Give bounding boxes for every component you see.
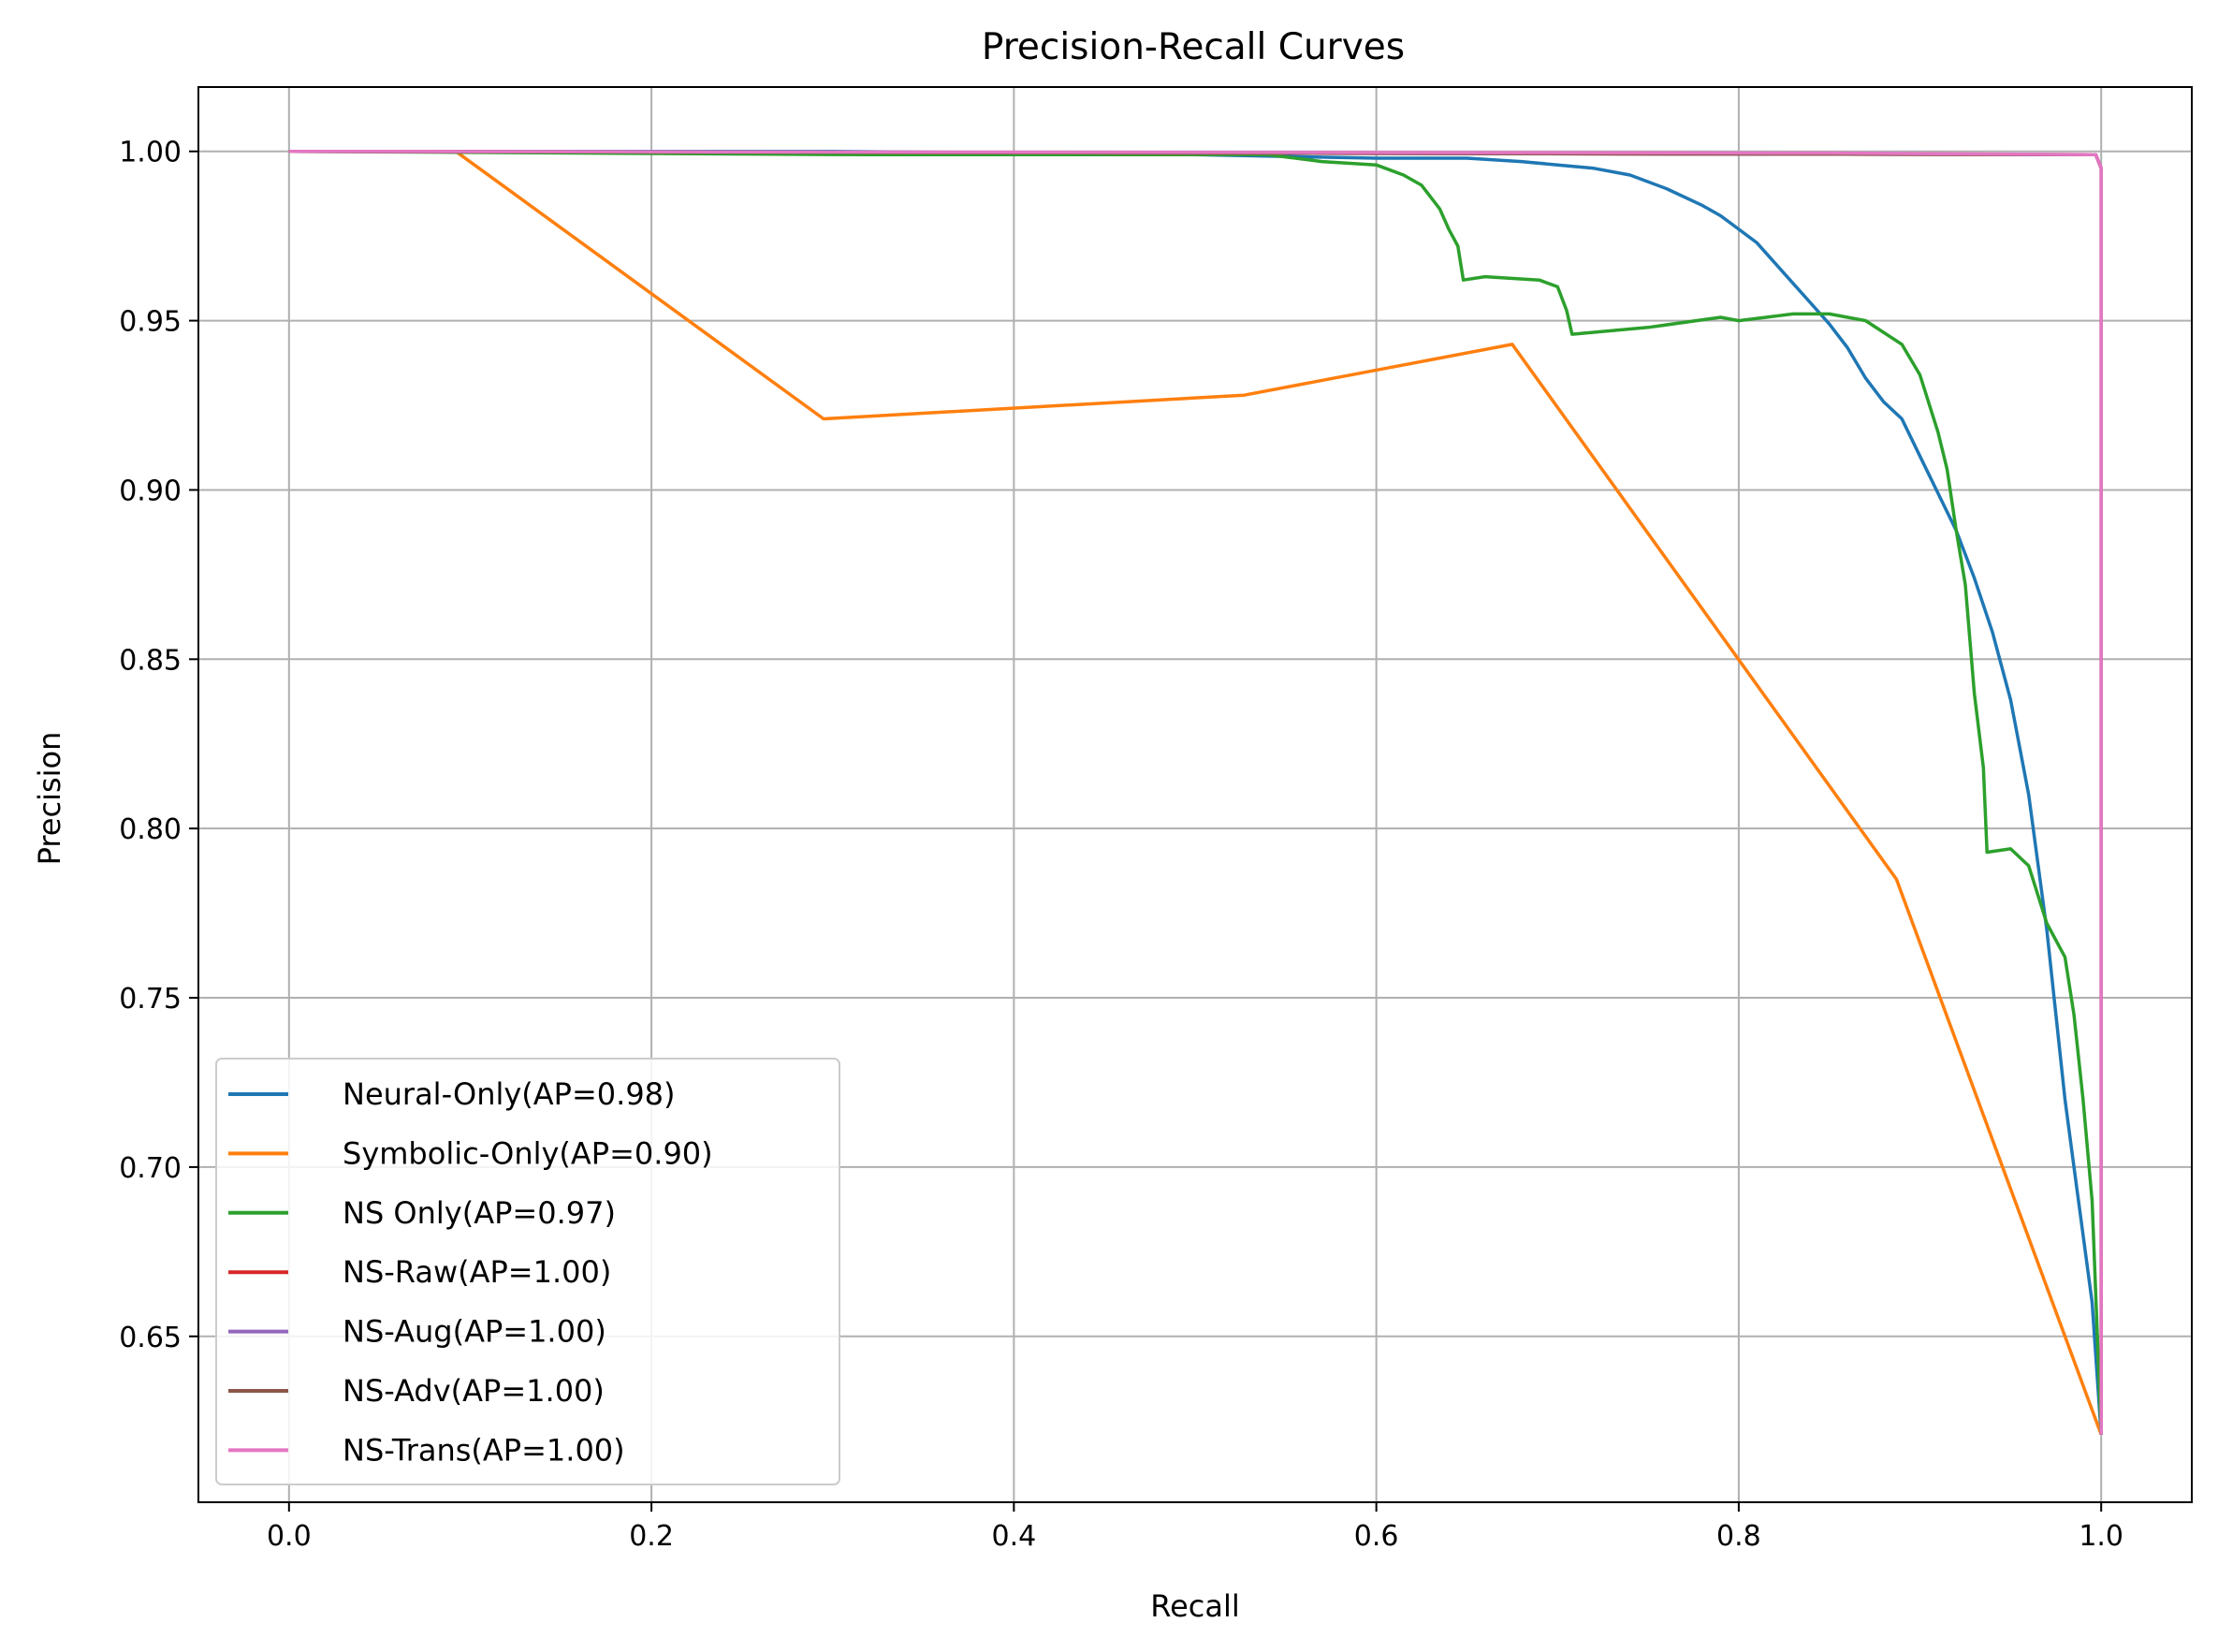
y-tick-label: 0.75 [119, 983, 182, 1016]
legend-box [215, 1058, 840, 1485]
legend-entry: Neural-Only(AP=0.98) [343, 1076, 676, 1112]
y-axis-label: Precision [32, 732, 67, 866]
y-tick-label: 0.85 [119, 644, 182, 677]
x-tick-label: 0.4 [992, 1520, 1037, 1553]
legend-entry: NS-Raw(AP=1.00) [343, 1254, 611, 1290]
y-tick-label: 0.80 [119, 813, 182, 846]
x-tick-label: 0.2 [629, 1520, 674, 1553]
legend-entry: NS-Aug(AP=1.00) [343, 1314, 606, 1350]
x-tick-label: 0.6 [1354, 1520, 1399, 1553]
chart-title: Precision-Recall Curves [982, 26, 1405, 68]
plot-frame [197, 86, 2193, 1503]
series-lines [288, 149, 2103, 1436]
legend-entry: Symbolic-Only(AP=0.90) [343, 1135, 713, 1171]
series-line-7 [288, 149, 2103, 1435]
x-tick-label: 0.8 [1716, 1520, 1761, 1553]
x-tick-label: 0.0 [267, 1520, 312, 1553]
series-line-3 [288, 149, 2103, 1435]
x-tick-label: 1.0 [2079, 1520, 2123, 1553]
y-tick-label: 0.90 [119, 475, 182, 507]
y-tick-label: 0.95 [119, 306, 182, 339]
y-axis-ticks: 0.65 0.70 0.75 0.80 0.85 0.90 0.95 1.00 [119, 137, 198, 1354]
y-tick-label: 0.65 [119, 1322, 182, 1354]
x-axis-ticks: 0.0 0.2 0.4 0.6 0.8 1.0 [267, 1502, 2123, 1553]
legend: Neural-Only(AP=0.98) Symbolic-Only(AP=0.9… [215, 1058, 840, 1485]
y-tick-label: 1.00 [119, 137, 182, 169]
x-axis-label: Recall [1150, 1588, 1239, 1624]
y-tick-label: 0.70 [119, 1152, 182, 1185]
series-line-1 [288, 149, 2103, 1435]
legend-entry: NS-Trans(AP=1.00) [343, 1432, 625, 1468]
legend-entry: NS-Adv(AP=1.00) [343, 1373, 605, 1409]
legend-entry: NS Only(AP=0.97) [343, 1195, 616, 1231]
